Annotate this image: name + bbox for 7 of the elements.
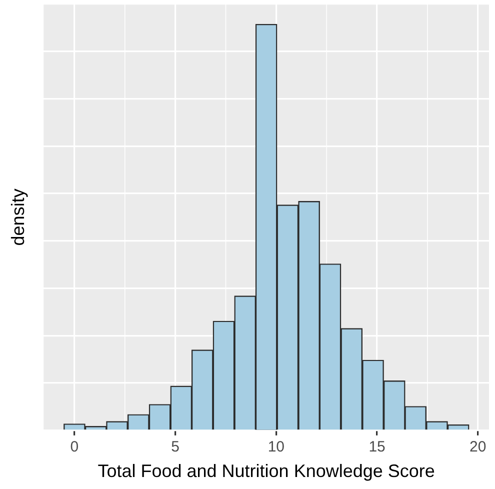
y-axis-title: density	[8, 188, 28, 246]
x-tick-label: 5	[171, 438, 180, 456]
x-tick-label: 0	[70, 438, 79, 456]
x-tick-label: 20	[470, 438, 486, 456]
x-axis-title: Total Food and Nutrition Knowledge Score	[98, 461, 435, 482]
x-tick-label: 10	[268, 438, 285, 456]
x-tick-label: 15	[368, 438, 386, 456]
